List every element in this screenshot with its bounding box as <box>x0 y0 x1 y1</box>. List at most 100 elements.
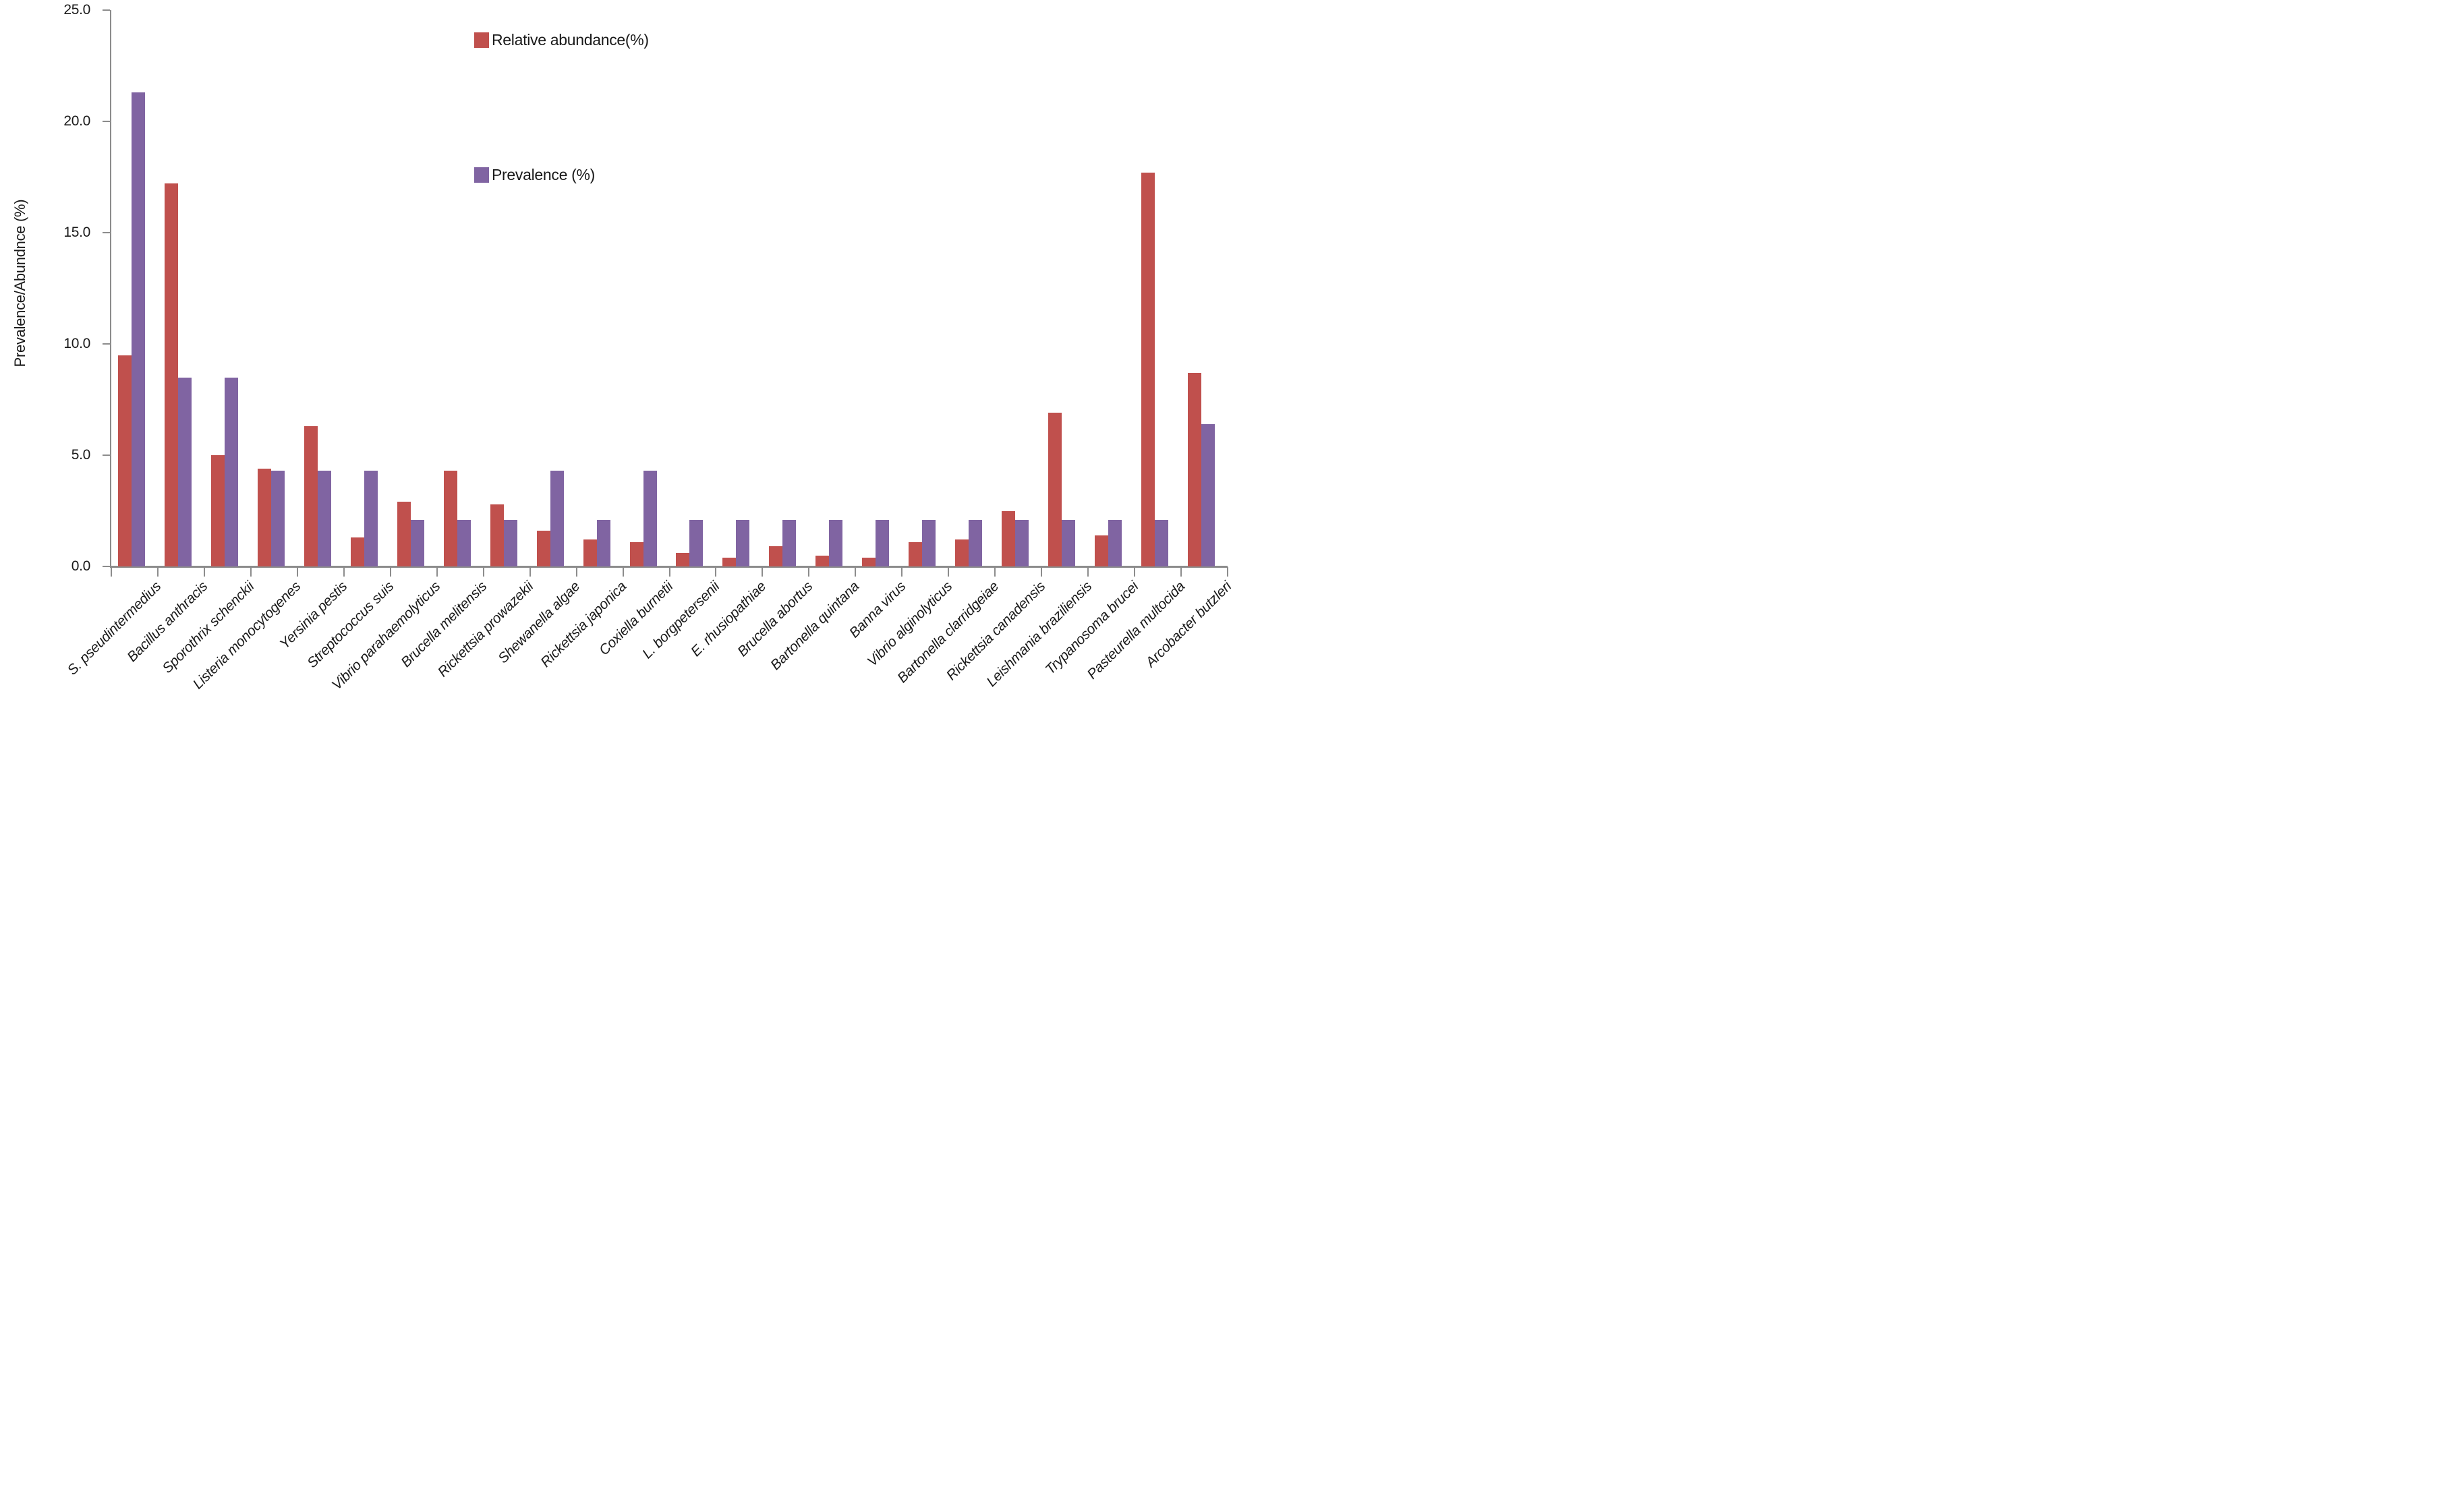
x-tick <box>529 567 531 577</box>
x-tick <box>482 567 484 577</box>
y-axis-title: Prevalence/Abundnce (%) <box>11 199 28 368</box>
legend-label: Relative abundance(%) <box>492 31 649 49</box>
bar-abundance <box>164 183 178 566</box>
y-tick <box>103 566 110 567</box>
bar-prevalence <box>876 519 890 566</box>
bar-prevalence <box>736 519 750 566</box>
bar-prevalence <box>270 471 285 566</box>
bar-abundance <box>304 426 318 566</box>
x-tick <box>1134 567 1136 577</box>
x-axis-category-label: S. pseudintermedius <box>65 579 165 678</box>
y-tick <box>103 121 110 122</box>
legend-entry: Prevalence (%) <box>474 166 595 184</box>
bar-abundance <box>862 557 876 566</box>
bar-prevalence <box>689 519 704 566</box>
x-tick <box>296 567 298 577</box>
bar-prevalence <box>1201 423 1215 566</box>
y-axis-line <box>110 10 111 568</box>
x-tick <box>575 567 577 577</box>
bar-prevalence <box>1155 519 1169 566</box>
bar-prevalence <box>596 519 610 566</box>
bar-abundance <box>769 546 783 566</box>
bar-abundance <box>1141 172 1155 566</box>
x-tick <box>250 567 252 577</box>
x-tick <box>156 567 159 577</box>
y-tick <box>103 455 110 456</box>
x-tick <box>622 567 624 577</box>
bar-abundance <box>1002 510 1016 566</box>
y-tick <box>103 9 110 11</box>
bar-abundance <box>909 541 923 566</box>
x-tick <box>1180 567 1182 577</box>
bar-chart: Prevalence/Abundnce (%) Relative abundan… <box>0 0 1232 748</box>
x-axis-category-label: Pasteurella multocida <box>1084 579 1188 682</box>
x-tick <box>901 567 903 577</box>
bar-prevalence <box>969 519 983 566</box>
bar-prevalence <box>829 519 843 566</box>
x-axis-category-label: Arcobacter butzleri <box>1142 579 1232 671</box>
bar-abundance <box>443 471 457 566</box>
bar-abundance <box>1048 413 1062 566</box>
bar-abundance <box>583 539 597 566</box>
x-tick <box>1087 567 1089 577</box>
x-tick <box>715 567 717 577</box>
x-tick <box>994 567 996 577</box>
bar-abundance <box>490 504 504 566</box>
legend-swatch-abundance <box>474 32 489 48</box>
bar-abundance <box>397 502 411 566</box>
bar-prevalence <box>410 519 424 566</box>
x-tick <box>668 567 670 577</box>
y-tick-label: 5.0 <box>71 447 91 463</box>
x-tick <box>343 567 345 577</box>
x-tick <box>1041 567 1043 577</box>
bar-prevalence <box>550 471 564 566</box>
bar-prevalence <box>782 519 797 566</box>
x-tick <box>389 567 391 577</box>
bar-abundance <box>629 541 643 566</box>
bar-abundance <box>722 557 737 566</box>
x-axis-category-label: Trypanosoma brucei <box>1042 579 1141 678</box>
bar-prevalence <box>503 519 517 566</box>
bar-abundance <box>1095 535 1109 566</box>
x-tick <box>855 567 857 577</box>
y-tick-label: 20.0 <box>63 113 90 129</box>
bar-prevalence <box>1062 519 1076 566</box>
y-tick <box>103 232 110 233</box>
bar-prevalence <box>457 519 471 566</box>
bar-abundance <box>257 468 271 566</box>
x-axis-line <box>110 566 1228 568</box>
bar-prevalence <box>922 519 936 566</box>
bar-prevalence <box>364 471 378 566</box>
x-axis-category-label: Leishmania braziliensis <box>983 579 1095 690</box>
bar-abundance <box>350 537 364 566</box>
x-tick <box>436 567 438 577</box>
x-tick <box>1227 567 1228 577</box>
legend-label: Prevalence (%) <box>492 166 596 183</box>
y-tick-label: 10.0 <box>63 336 90 351</box>
y-tick-label: 15.0 <box>63 225 90 240</box>
bar-prevalence <box>177 377 192 566</box>
y-tick-label: 25.0 <box>63 2 90 18</box>
x-tick <box>948 567 950 577</box>
bar-abundance <box>955 539 969 566</box>
bar-abundance <box>117 355 132 566</box>
x-tick <box>111 567 112 577</box>
legend-swatch-prevalence <box>474 167 489 183</box>
bar-prevalence <box>224 377 238 566</box>
bar-abundance <box>1188 372 1202 566</box>
x-tick <box>808 567 810 577</box>
bar-prevalence <box>317 471 331 566</box>
legend-entry: Relative abundance(%) <box>474 31 649 49</box>
y-tick-label: 0.0 <box>71 558 91 574</box>
x-tick <box>762 567 764 577</box>
bar-abundance <box>815 555 830 566</box>
bar-abundance <box>676 553 690 566</box>
bar-abundance <box>210 455 225 566</box>
y-tick <box>103 343 110 345</box>
bar-prevalence <box>131 92 145 566</box>
bar-prevalence <box>1015 519 1029 566</box>
bar-abundance <box>536 531 550 566</box>
bar-prevalence <box>643 471 657 566</box>
x-tick <box>203 567 205 577</box>
bar-prevalence <box>1108 519 1122 566</box>
